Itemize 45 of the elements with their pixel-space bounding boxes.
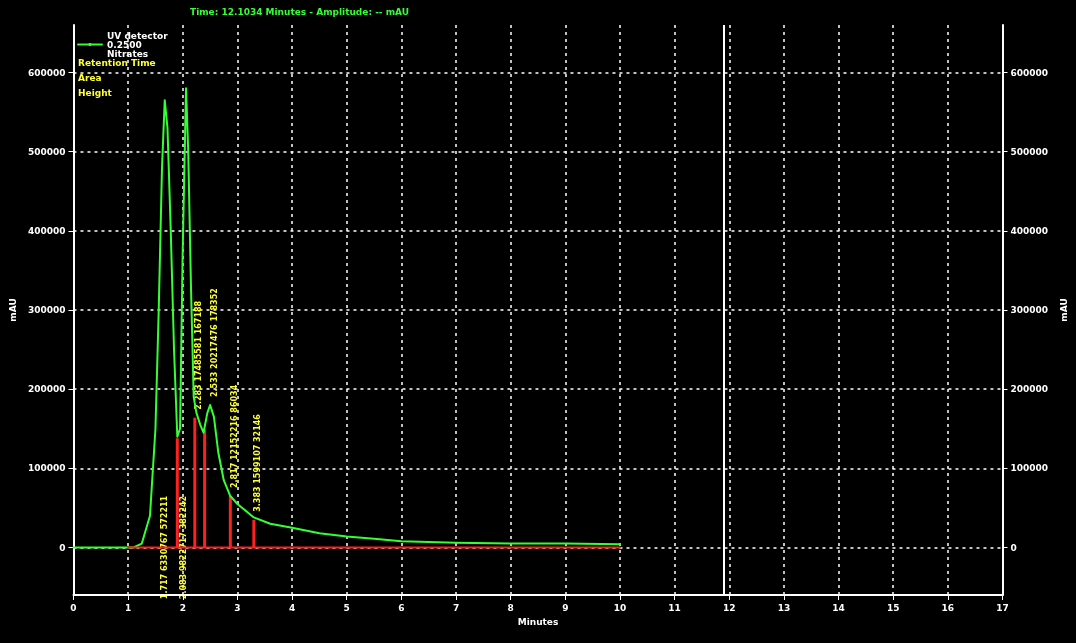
- y2-tick-label: 200000: [1010, 384, 1049, 395]
- y2-tick-label: 100000: [1010, 463, 1049, 474]
- y2-tick-label: 500000: [1010, 146, 1049, 157]
- y-tick-label: 300000: [27, 305, 66, 315]
- y2-axis-title: mAU: [1058, 298, 1069, 322]
- x-tick-label: 3: [234, 602, 241, 613]
- annotation: 2.283 17485581 167188: [194, 300, 204, 410]
- x-tick-label: 15: [886, 602, 900, 613]
- y2-tick-label: 300000: [1010, 305, 1049, 315]
- x-tick-label: 11: [668, 602, 681, 613]
- annotation: 1.717 6330767 572211: [160, 495, 170, 600]
- x-tick-label: 8: [507, 602, 514, 613]
- annotation: 3.383 1599107 32146: [253, 413, 263, 512]
- y2-tick-label: 0: [1010, 542, 1017, 553]
- x-axis-title: Minutes: [517, 616, 559, 627]
- y-tick-label: 500000: [27, 146, 66, 157]
- y-axis-title: mAU: [7, 298, 18, 322]
- x-tick-label: 5: [343, 602, 350, 613]
- y-tick-label: 100000: [27, 463, 66, 474]
- y2-tick-label: 400000: [1010, 225, 1049, 236]
- x-tick-label: 1: [124, 602, 132, 613]
- x-tick-label: 2: [179, 602, 186, 613]
- x-tick-label: 6: [398, 602, 405, 613]
- annotation: 2.533 20217476 178352: [209, 288, 219, 397]
- annotation: Retention Time: [78, 57, 156, 68]
- x-tick-label: 14: [832, 602, 845, 613]
- x-tick-label: 16: [941, 602, 955, 613]
- annotation: 2.817 12152216 86034: [229, 384, 239, 489]
- x-tick-label: 17: [996, 602, 1009, 613]
- y-tick-label: 400000: [27, 225, 66, 236]
- legend-label: UV detector 0.2500 Nitrates: [107, 30, 171, 59]
- x-tick-label: 0: [70, 602, 77, 613]
- y-tick-label: 0: [59, 542, 66, 553]
- x-tick-label: 9: [562, 602, 569, 613]
- x-tick-label: 7: [452, 602, 460, 613]
- x-tick-label: 10: [613, 602, 627, 613]
- x-tick-label: 12: [723, 602, 736, 613]
- y-tick-label: 200000: [27, 384, 66, 395]
- annotation: Height: [78, 87, 113, 98]
- y2-tick-label: 600000: [1010, 67, 1049, 78]
- x-tick-label: 13: [777, 602, 791, 613]
- x-tick-label: 4: [288, 602, 296, 613]
- annotation: Area: [78, 72, 102, 83]
- y-tick-label: 600000: [27, 67, 66, 78]
- chart-title: Time: 12.1034 Minutes - Amplitude: -- mAU: [190, 6, 410, 17]
